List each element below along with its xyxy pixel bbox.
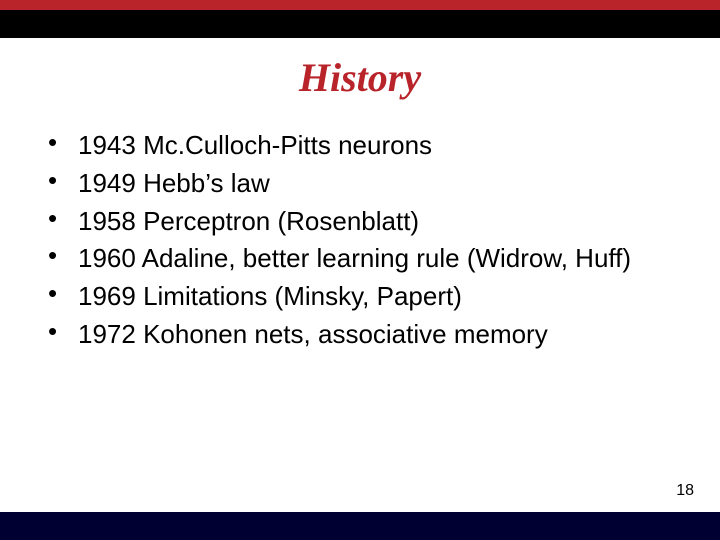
list-item: 1969 Limitations (Minsky, Papert) <box>40 280 680 314</box>
bottom-bar <box>0 512 720 540</box>
bullet-text: 1958 Perceptron (Rosenblatt) <box>78 206 419 236</box>
bullet-text: 1960 Adaline, better learning rule (Widr… <box>78 243 631 273</box>
bullet-list: 1943 Mc.Culloch-Pitts neurons 1949 Hebb’… <box>40 129 680 352</box>
bullet-text: 1943 Mc.Culloch-Pitts neurons <box>78 130 432 160</box>
slide-title: History <box>0 54 720 101</box>
bullet-text: 1969 Limitations (Minsky, Papert) <box>78 281 462 311</box>
bullet-text: 1949 Hebb’s law <box>78 168 270 198</box>
list-item: 1943 Mc.Culloch-Pitts neurons <box>40 129 680 163</box>
list-item: 1960 Adaline, better learning rule (Widr… <box>40 242 680 276</box>
top-accent-bar <box>0 0 720 10</box>
page-number: 18 <box>676 482 694 500</box>
list-item: 1958 Perceptron (Rosenblatt) <box>40 205 680 239</box>
list-item: 1972 Kohonen nets, associative memory <box>40 318 680 352</box>
top-black-stripe <box>0 10 720 38</box>
bullet-text: 1972 Kohonen nets, associative memory <box>78 319 548 349</box>
list-item: 1949 Hebb’s law <box>40 167 680 201</box>
slide-content: 1943 Mc.Culloch-Pitts neurons 1949 Hebb’… <box>0 129 720 352</box>
